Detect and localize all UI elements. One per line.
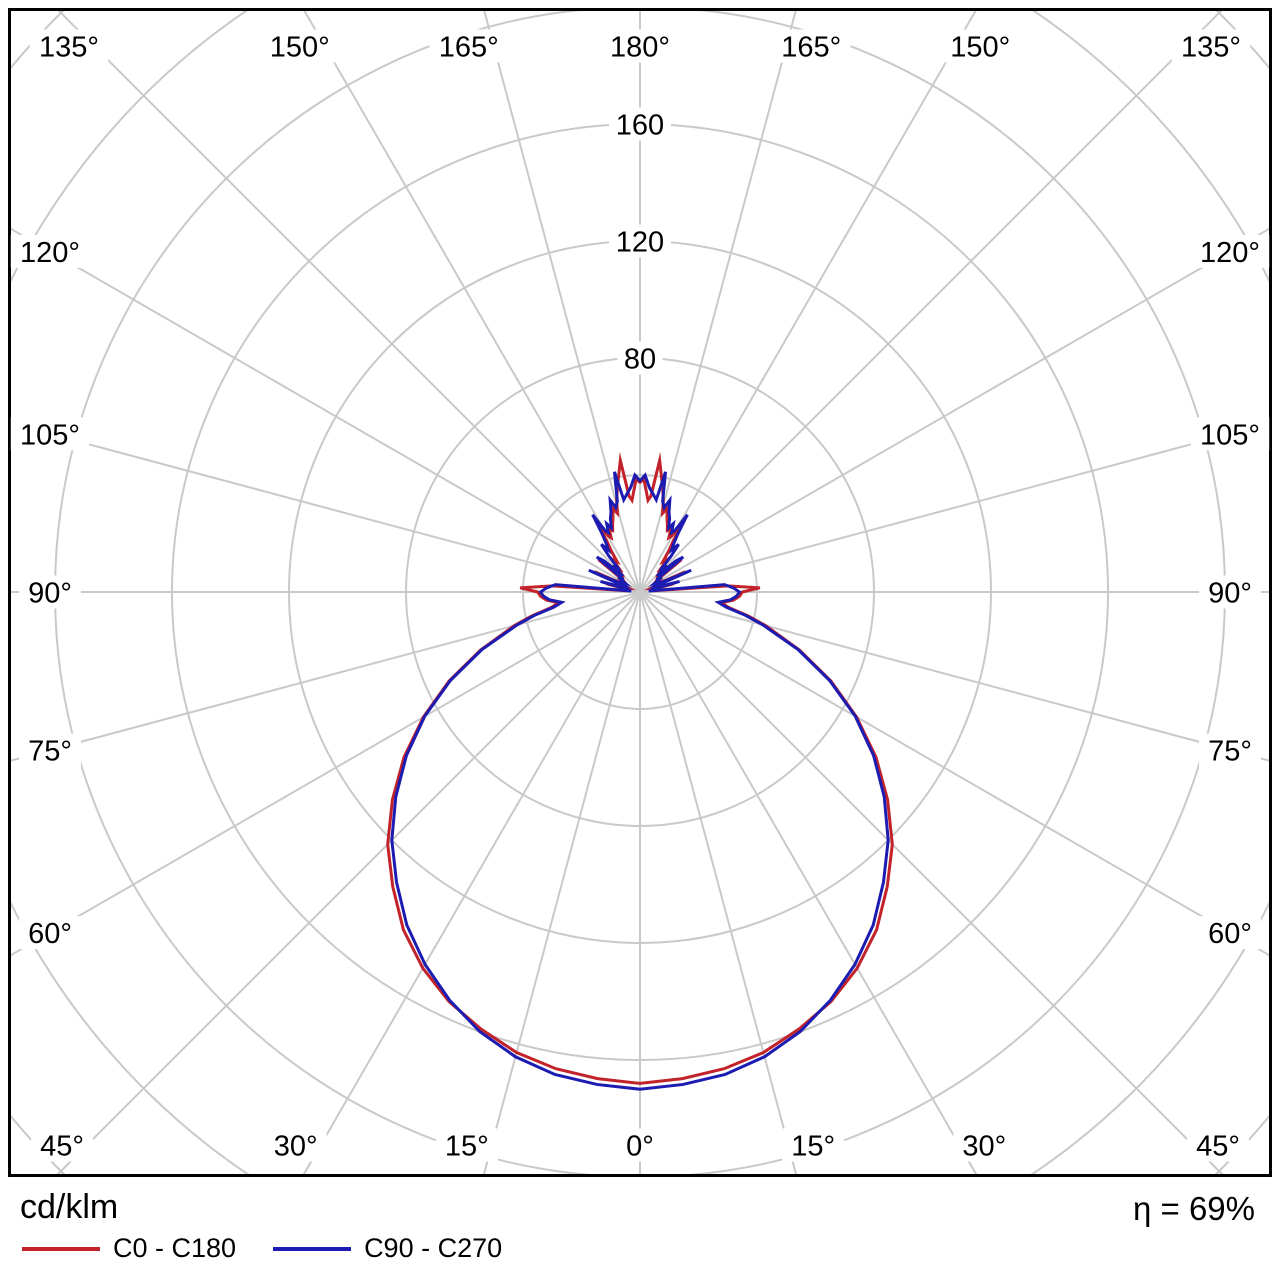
label-background: [260, 29, 339, 63]
angle-label: 60°: [28, 918, 72, 950]
ring-label: 120: [616, 226, 664, 258]
angle-label: 15°: [445, 1130, 489, 1162]
label-background: [1190, 234, 1270, 268]
label-background: [19, 733, 81, 767]
angle-label: 180°: [610, 31, 670, 63]
label-background: [19, 916, 81, 950]
angle-label: 165°: [439, 31, 499, 63]
angle-label: 90°: [1208, 577, 1252, 609]
angle-label: 45°: [40, 1130, 84, 1162]
label-background: [1187, 1128, 1249, 1162]
unit-label: cd/klm: [20, 1188, 119, 1226]
label-background: [264, 1128, 327, 1162]
grid-spoke: [11, 422, 641, 593]
legend-label-c0-c180: C0 - C180: [113, 1233, 237, 1263]
label-background: [609, 224, 671, 258]
grid-spoke: [639, 11, 977, 593]
grid-spoke: [639, 591, 797, 1174]
label-background: [10, 417, 90, 451]
angle-label: 45°: [1196, 1130, 1240, 1162]
angle-label: 60°: [1208, 918, 1252, 950]
angle-label: 135°: [1181, 31, 1241, 63]
angle-label: 0°: [626, 1130, 654, 1162]
ring-labels: 80 120 160: [609, 107, 671, 375]
grid-spoke: [11, 227, 641, 593]
angle-label: 90°: [28, 577, 72, 609]
grid-spoke: [483, 11, 641, 593]
legend-line-c0-c180-icon: [22, 1246, 100, 1251]
grid-spoke: [302, 591, 641, 1174]
grid-spoke: [483, 591, 641, 1174]
plot-border: [8, 8, 1272, 1177]
legend-label-c90-c270: C90 - C270: [364, 1233, 503, 1263]
grid-spoke: [639, 591, 1224, 1174]
angle-label: 15°: [791, 1130, 835, 1162]
grid-spoke: [639, 591, 978, 1174]
grid-spoke: [639, 11, 1223, 593]
label-background: [1171, 29, 1251, 63]
angle-label: 75°: [28, 736, 72, 768]
label-background: [600, 29, 680, 63]
angle-labels: 0° 15° 15° 30° 30° 45° 45° 60° 60° 75° 75° 90° 90° 10…: [10, 29, 1270, 1162]
label-background: [10, 234, 90, 268]
grid-spoke: [639, 227, 1269, 593]
efficiency-label: η = 69%: [1132, 1190, 1255, 1227]
label-background: [29, 29, 109, 63]
label-background: [609, 107, 671, 141]
curve-c90-c270: [390, 471, 890, 1091]
ring-label: 160: [616, 109, 664, 141]
label-background: [31, 1128, 93, 1162]
angle-label: 150°: [950, 31, 1010, 63]
label-background: [1199, 575, 1261, 609]
label-background: [1199, 916, 1261, 950]
angle-label: 75°: [1208, 736, 1252, 768]
angle-label: 30°: [962, 1130, 1006, 1162]
angle-label: 135°: [39, 31, 99, 63]
angle-label: 165°: [781, 31, 841, 63]
grid-spoke: [56, 591, 641, 1174]
label-background: [1199, 733, 1261, 767]
grid-spoke: [11, 591, 641, 957]
angle-label: 105°: [20, 419, 80, 451]
label-background: [435, 1128, 498, 1162]
grid-spoke: [57, 11, 641, 593]
label-background: [782, 1128, 845, 1162]
label-background: [429, 29, 508, 63]
angle-label: 150°: [270, 31, 330, 63]
label-background: [1190, 417, 1270, 451]
grid-spoke: [303, 11, 641, 593]
legend-line-c90-c270-icon: [273, 1246, 352, 1251]
grid-spoke: [639, 591, 1269, 957]
label-background: [617, 341, 663, 375]
angle-label: 105°: [1200, 419, 1260, 451]
label-background: [19, 575, 81, 609]
label-background: [953, 1128, 1016, 1162]
angle-label: 120°: [1200, 237, 1260, 269]
grid-spoke: [639, 422, 1269, 593]
grid-spoke: [11, 591, 641, 762]
ring-label: 80: [624, 343, 656, 375]
label-background: [941, 29, 1020, 63]
label-background: [772, 29, 851, 63]
legend: C0 - C180 C90 - C270: [22, 1233, 539, 1264]
grid-spoke: [639, 591, 1269, 762]
angle-label: 30°: [274, 1130, 318, 1162]
label-background: [617, 1128, 663, 1162]
angle-label: 120°: [20, 237, 80, 269]
grid-spoke: [639, 11, 797, 593]
